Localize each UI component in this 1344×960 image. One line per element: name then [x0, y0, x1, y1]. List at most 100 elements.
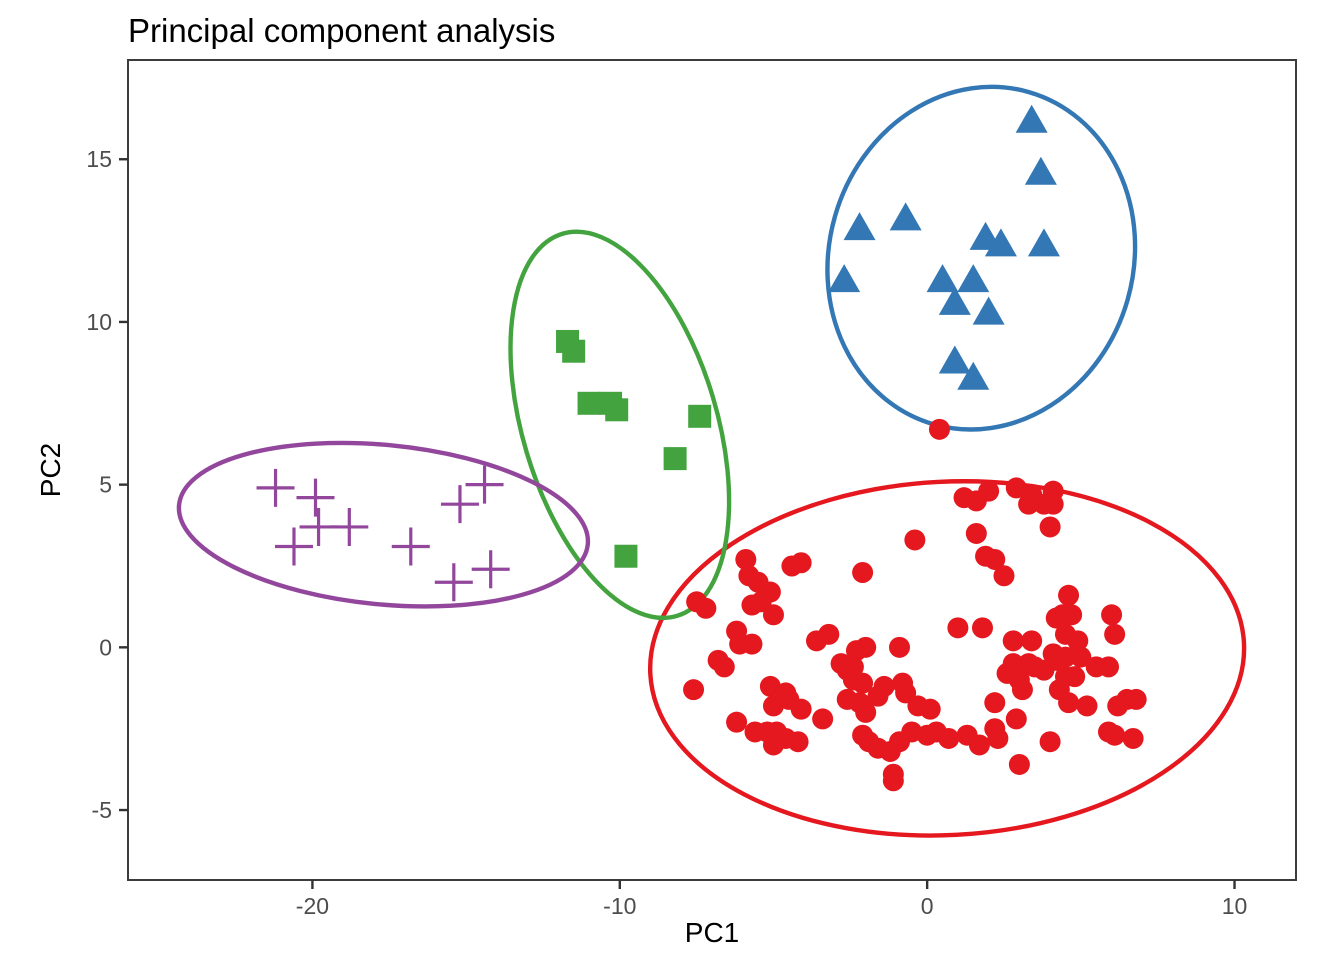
- cluster-red-point: [873, 675, 895, 697]
- cluster-blue-point: [926, 264, 959, 293]
- cluster-red-point: [812, 708, 834, 730]
- cluster-blue-point: [984, 228, 1017, 257]
- y-tick-label: 10: [86, 309, 112, 335]
- y-tick-label: 0: [99, 634, 112, 660]
- y-axis-ticks: 15 10 5 0 -5: [86, 146, 128, 823]
- cluster-red-point: [965, 522, 987, 544]
- cluster-red-point: [1076, 695, 1098, 717]
- y-tick-label: 15: [86, 146, 112, 172]
- cluster-red-point: [1058, 692, 1080, 714]
- cluster-purple-point: [274, 527, 313, 566]
- cluster-red-point: [790, 552, 812, 574]
- cluster-red-point: [1104, 623, 1126, 645]
- cluster-red-point: [1021, 630, 1043, 652]
- cluster-purple-ellipse: [176, 440, 591, 609]
- cluster-red-point: [1011, 679, 1033, 701]
- cluster-red-point: [984, 548, 1006, 570]
- cluster-red-point: [695, 597, 717, 619]
- cluster-red-point: [787, 731, 809, 753]
- cluster-red-point: [852, 562, 874, 583]
- cluster-purple-point: [465, 465, 504, 504]
- cluster-green-point: [577, 391, 601, 415]
- cluster-red-point: [904, 529, 926, 551]
- x-axis-ticks: -20 -10 0 10: [296, 880, 1248, 919]
- cluster-red-point: [1067, 630, 1089, 652]
- cluster-red-point: [1039, 516, 1061, 538]
- cluster-red-point: [1045, 649, 1067, 671]
- cluster-red-point: [1104, 724, 1126, 746]
- cluster-red-ellipse: [647, 479, 1247, 838]
- cluster-red-point: [993, 565, 1015, 587]
- cluster-red-point: [852, 672, 874, 694]
- x-tick-label: 10: [1222, 893, 1248, 919]
- cluster-blue-point: [1024, 156, 1057, 185]
- cluster-red-point: [741, 633, 763, 655]
- cluster-purple-point: [296, 478, 335, 517]
- cluster-red-point: [987, 727, 1009, 749]
- x-axis-title: PC1: [685, 917, 739, 948]
- cluster-red-point: [1070, 646, 1092, 668]
- cluster-red-point: [1122, 727, 1144, 749]
- ellipse-outline: [176, 440, 591, 609]
- cluster-red-point: [759, 581, 781, 603]
- cluster-red-point: [683, 679, 705, 701]
- cluster-blue-point: [889, 202, 922, 231]
- cluster-red-point: [735, 548, 757, 570]
- cluster-blue-point: [1027, 228, 1060, 257]
- cluster-red-point: [947, 617, 969, 639]
- cluster-green-ellipse: [508, 229, 732, 621]
- cluster-purple-point: [471, 550, 510, 589]
- cluster-red-point: [790, 698, 812, 720]
- cluster-red-point: [726, 711, 748, 733]
- y-tick-label: -5: [92, 797, 112, 823]
- cluster-red-point: [855, 701, 877, 723]
- cluster-blue-point: [828, 264, 861, 293]
- cluster-red-point: [1058, 584, 1080, 606]
- x-tick-label: -20: [296, 893, 329, 919]
- cluster-red-point: [882, 770, 904, 792]
- cluster-red-point: [888, 636, 910, 658]
- ellipse-outline: [647, 479, 1247, 838]
- cluster-red-point: [762, 604, 784, 626]
- cluster-blue-point: [843, 212, 876, 241]
- cluster-red-point: [1002, 630, 1024, 652]
- cluster-red-point: [984, 692, 1006, 714]
- cluster-red-point: [1039, 731, 1061, 753]
- cluster-red-point: [1018, 493, 1040, 515]
- ellipse-outline: [508, 229, 732, 621]
- y-axis-title: PC2: [35, 443, 66, 497]
- cluster-purple-point: [256, 468, 295, 507]
- cluster-purple-point: [434, 563, 473, 602]
- cluster-red-point: [978, 480, 1000, 502]
- plot-panel: [127, 59, 1297, 881]
- cluster-red-point: [938, 727, 960, 749]
- data-points: [256, 104, 1147, 792]
- cluster-red-point: [1064, 666, 1086, 688]
- cluster-green-point: [614, 544, 638, 568]
- cluster-blue-point: [1015, 104, 1048, 133]
- cluster-blue-point: [972, 296, 1005, 325]
- cluster-red-point: [855, 636, 877, 658]
- cluster-purple-point: [330, 507, 369, 546]
- cluster-red-point: [971, 617, 993, 639]
- cluster-red-point: [1042, 493, 1064, 515]
- cluster-red-point: [1008, 753, 1030, 775]
- y-tick-label: 5: [99, 472, 112, 498]
- cluster-red-point: [1098, 656, 1120, 678]
- cluster-blue-point: [938, 286, 971, 315]
- cluster-blue-point: [938, 345, 971, 374]
- cluster-purple-point: [440, 485, 479, 524]
- cluster-red-point: [762, 734, 784, 756]
- cluster-green-point: [663, 447, 687, 471]
- cluster-red-point: [1107, 695, 1129, 717]
- cluster-red-point: [818, 623, 840, 645]
- cluster-red-point: [968, 734, 990, 756]
- cluster-purple-point: [391, 527, 430, 566]
- cluster-green-point: [688, 404, 712, 428]
- chart-title: Principal component analysis: [128, 12, 555, 49]
- x-tick-label: 0: [921, 893, 934, 919]
- cluster-red-point: [1125, 688, 1147, 710]
- cluster-red-point: [1101, 604, 1123, 626]
